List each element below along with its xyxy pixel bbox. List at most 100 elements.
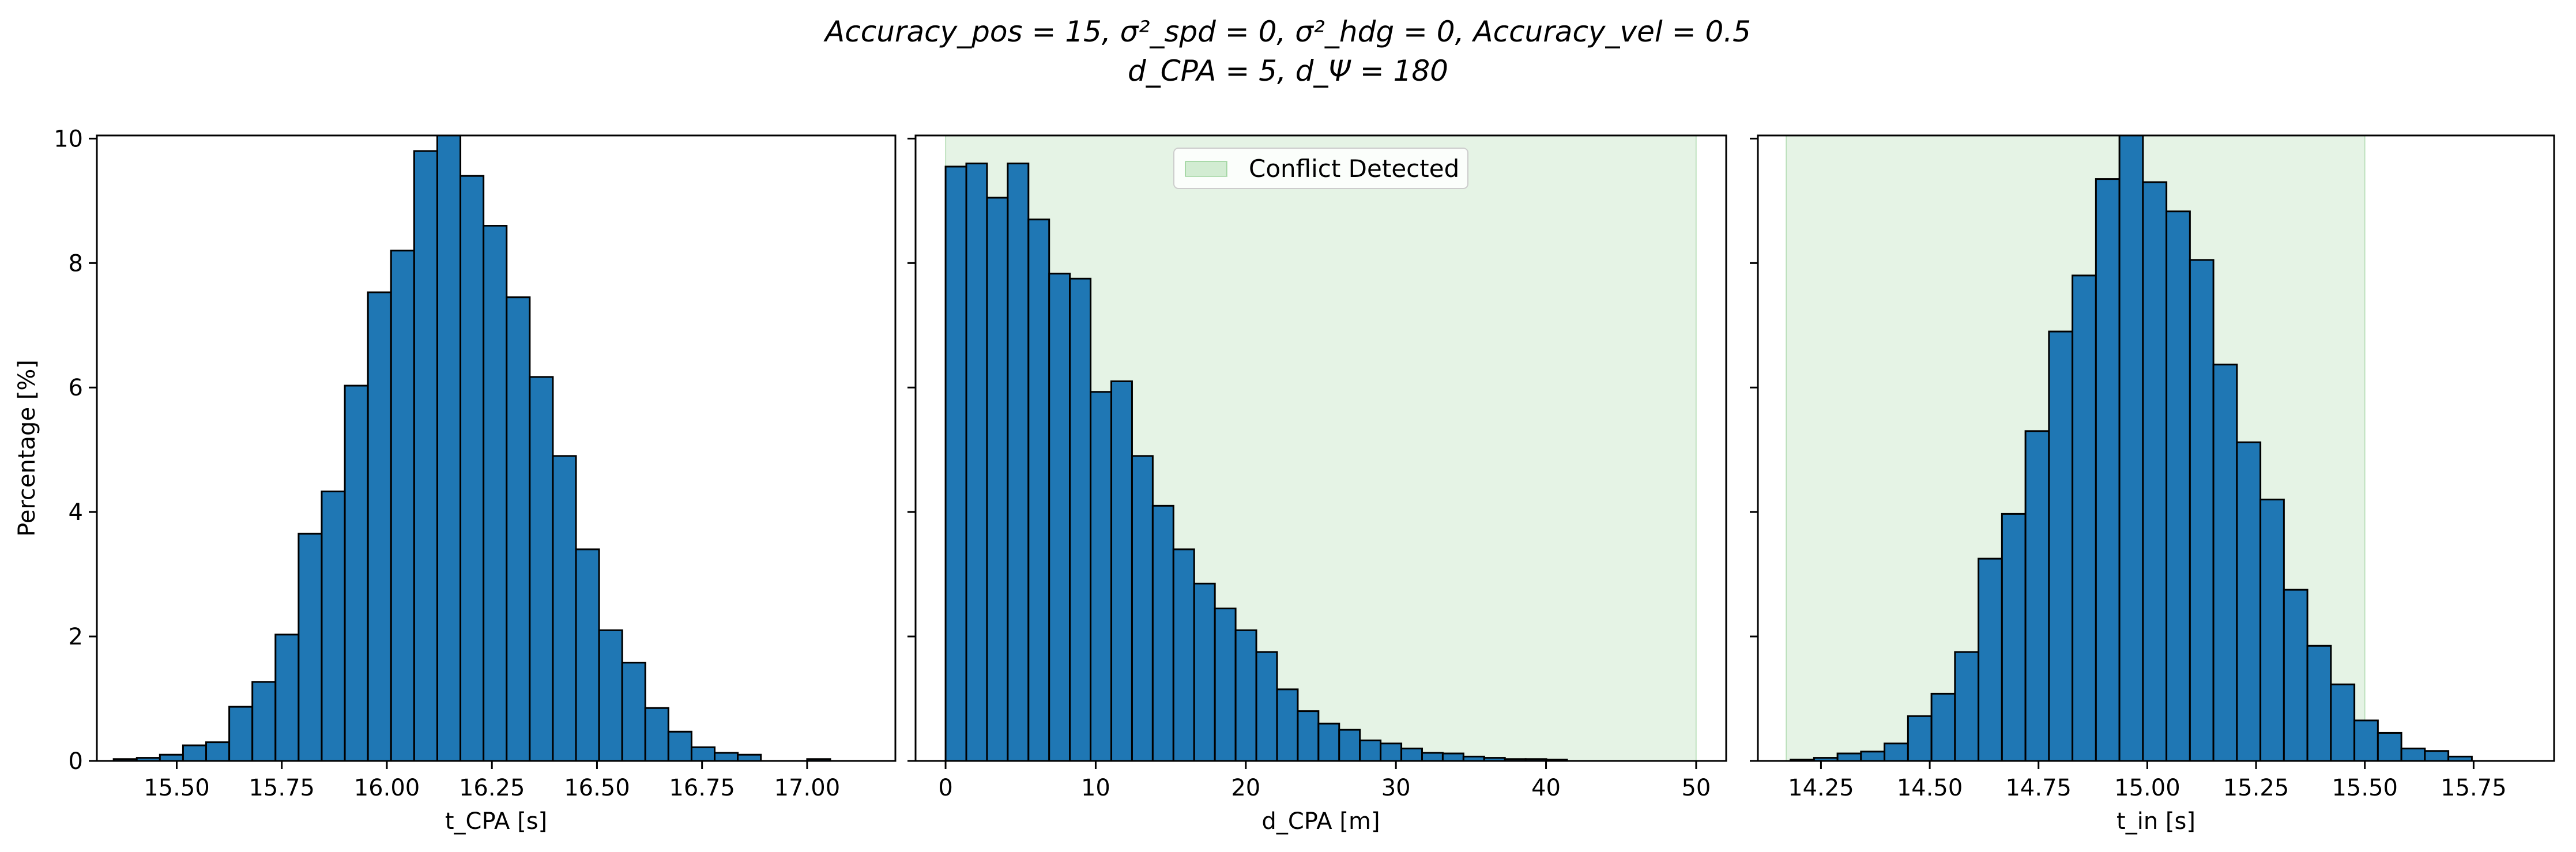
histogram-bar [1214,607,1237,762]
histogram-bar [182,744,208,762]
histogram-bar [344,384,369,762]
histogram-bar [1234,629,1257,762]
histogram-bar [1027,218,1050,762]
histogram-bar [297,533,323,762]
x-tick-label: 16.50 [564,775,630,801]
histogram-bar [2424,750,2450,762]
axes-frame [96,134,897,762]
histogram-bar [1151,504,1174,762]
x-tick-label: 14.25 [1788,775,1854,801]
subplot-1: 15.50 15.75 16.00 16.25 16.50 16.75 17.00 0 2 4 6 8… [14,126,897,835]
histogram-bar [2400,747,2426,762]
histogram-bar [205,741,231,762]
histogram-bar [1069,277,1092,762]
histogram-bar [986,197,1009,762]
x-tick-label: 15.50 [2332,775,2398,801]
x-tick-label: 40 [1531,775,1561,801]
histogram-bar [390,250,415,762]
histogram-bar [1297,710,1320,762]
histogram-bar [529,376,554,762]
histogram-bar [1048,273,1071,762]
histogram-bar [552,455,577,762]
histogram-bar [1884,742,1909,762]
histogram-bar [1110,380,1133,762]
histogram-bar [483,225,508,762]
histogram-bar [2095,178,2121,762]
histogram-bar [1836,752,1862,762]
histogram-bar [965,163,988,762]
x-tick-label: 15.25 [2223,775,2289,801]
x-tick-label: 16.75 [669,775,735,801]
x-tick-label: 0 [938,775,952,801]
figure-title-line1: Accuracy_pos = 15, σ²_spd = 0, σ²_hdg = … [823,15,1751,48]
histogram-bar [598,629,623,762]
x-tick-label: 17.00 [774,775,841,801]
histogram-bar [1317,722,1340,762]
histogram-bar [1978,557,2003,762]
x-axis-label: t_CPA [s] [445,808,547,835]
histogram-bar [2353,719,2379,762]
x-tick-label: 15.00 [2114,775,2180,801]
legend-swatch [1185,161,1227,177]
legend-label: Conflict Detected [1249,154,1459,183]
histogram-bar [644,707,669,762]
axes-frame [914,134,1727,762]
histogram-bar [367,291,392,762]
y-tick-label: 4 [69,499,83,526]
y-axis-label: Percentage [%] [14,360,40,537]
histogram-bar [2072,274,2097,762]
histogram-bar [436,134,462,762]
histogram-bar [1193,582,1216,762]
histogram-bar [506,296,531,762]
histogram-bar [2001,512,2027,762]
histogram-bar [274,634,300,762]
histogram-bar [690,746,716,762]
histogram-bar [2024,430,2050,762]
histogram-bar [1338,729,1361,762]
histogram-bar [159,753,184,762]
y-tick-label: 8 [69,250,83,277]
subplot-panels: 15.50 15.75 16.00 16.25 16.50 16.75 17.00 0 2 4 6 8… [14,126,2555,835]
histogram-bar [1930,692,1956,762]
legend-box [1173,148,1468,189]
subplot-2: 0 10 20 30 40 50 d_CPA [m] Conflict Detected [907,134,1727,835]
x-tick-label: 14.75 [2005,775,2072,801]
histogram-bar [1380,742,1403,762]
x-tick-label: 16.00 [354,775,420,801]
histogram-bar [737,753,762,762]
histogram-bar [2330,683,2356,762]
histogram-bar [1007,163,1030,762]
histogram-bar [2166,210,2191,762]
histogram-bar [575,548,600,762]
histogram-bar [413,150,438,762]
histogram-bar [944,165,967,762]
histogram-bar [2048,330,2074,762]
figure-title-line2: d_CPA = 5, d_Ψ = 180 [1128,54,1448,88]
x-tick-label: 16.25 [459,775,525,801]
histogram-bar [2236,441,2262,762]
histogram-bar [1907,715,1933,762]
histogram-bar [1172,548,1195,762]
histogram-bar [1860,751,1886,762]
histogram-bar [1276,688,1299,762]
histogram-bar [251,681,277,762]
x-axis-label: t_in [s] [2116,808,2195,835]
x-tick-label: 50 [1681,775,1711,801]
histogram-bar [321,491,346,762]
x-tick-label: 10 [1081,775,1110,801]
y-tick-label: 10 [54,126,83,152]
x-tick-label: 20 [1231,775,1260,801]
histogram-bar [2118,134,2144,762]
x-axis-label: d_CPA [m] [1261,808,1380,835]
histogram-bar [714,752,739,762]
y-tick-label: 0 [69,748,83,775]
histogram-bar [621,661,646,762]
x-tick-label: 15.75 [248,775,315,801]
histogram-bar [2306,644,2332,762]
histogram-bar [2142,181,2168,762]
histogram-bar [2283,589,2308,762]
histogram-bar [1090,391,1113,762]
histogram-bar [460,175,485,762]
histogram-bar [1421,752,1444,762]
